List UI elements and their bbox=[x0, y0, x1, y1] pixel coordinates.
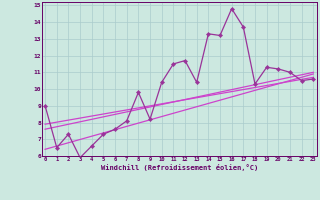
X-axis label: Windchill (Refroidissement éolien,°C): Windchill (Refroidissement éolien,°C) bbox=[100, 164, 258, 171]
